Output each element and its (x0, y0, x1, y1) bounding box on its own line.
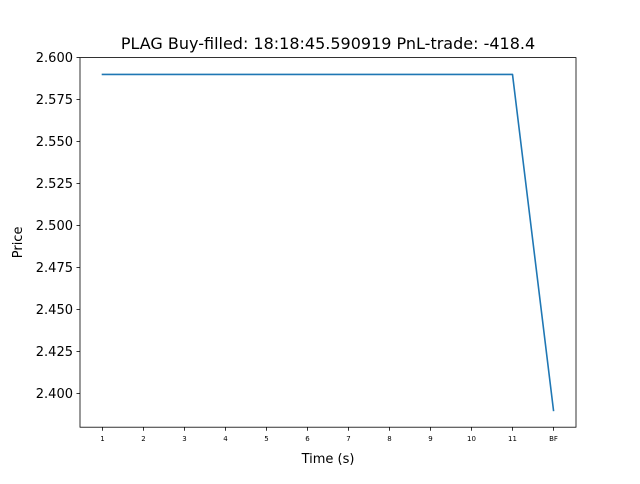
x-tick-label: 7 (346, 435, 350, 443)
x-tick-label: 3 (182, 435, 186, 443)
x-tick-label: 11 (508, 435, 517, 443)
y-tick-label: 2.400 (36, 387, 73, 402)
x-tick-label: 8 (387, 435, 391, 443)
y-axis-label: Price (11, 227, 26, 259)
x-tick-label: 9 (428, 435, 432, 443)
x-tick-label: BF (549, 435, 558, 443)
y-tick-label: 2.575 (36, 93, 73, 108)
y-tick-label: 2.475 (36, 261, 73, 276)
y-tick-label: 2.450 (36, 303, 73, 318)
x-tick-label: 2 (141, 435, 145, 443)
y-tick-label: 2.600 (36, 51, 73, 66)
chart-title: PLAG Buy-filled: 18:18:45.590919 PnL-tra… (121, 34, 535, 53)
x-tick-label: 1 (100, 435, 104, 443)
x-tick-label: 5 (264, 435, 268, 443)
plot-area (80, 58, 576, 428)
y-tick-label: 2.550 (36, 135, 73, 150)
y-tick-label: 2.425 (36, 345, 73, 360)
y-tick-label: 2.500 (36, 219, 73, 234)
x-tick-label: 4 (223, 435, 228, 443)
x-tick-label: 6 (305, 435, 310, 443)
x-tick-label: 10 (467, 435, 476, 443)
y-tick-label: 2.525 (36, 177, 73, 192)
x-axis-label: Time (s) (301, 452, 355, 467)
